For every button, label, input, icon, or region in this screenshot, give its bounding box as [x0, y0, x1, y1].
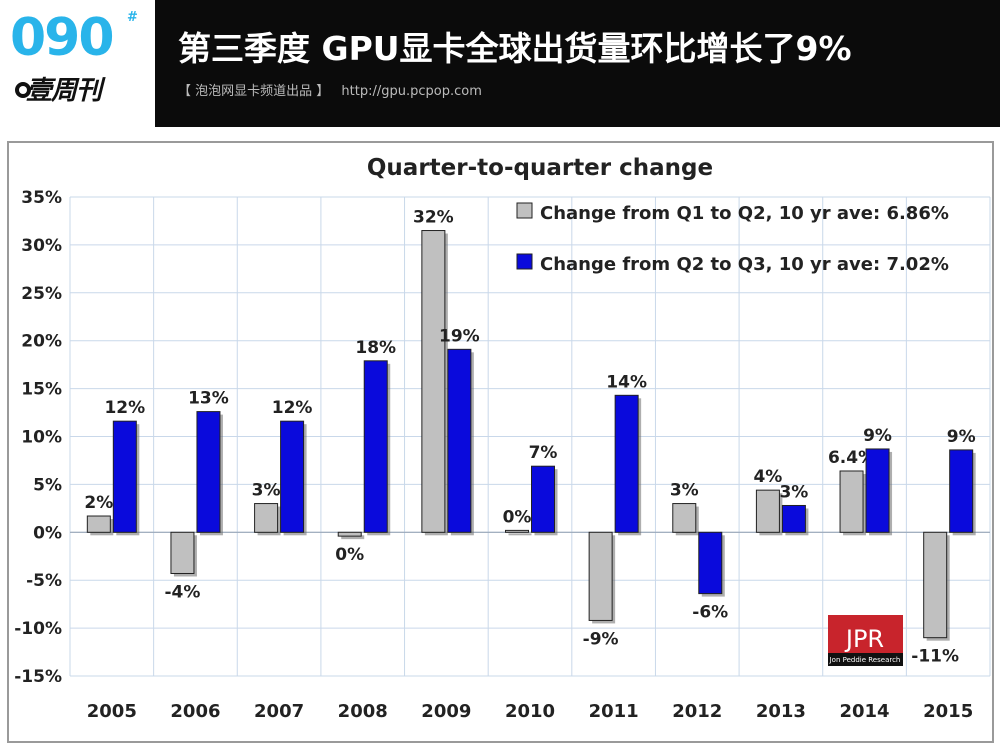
jpr-logo-band	[828, 653, 903, 666]
issue-mark: #	[127, 10, 138, 25]
y-tick-label: -15%	[14, 667, 62, 687]
bar-q1-q2	[337, 531, 362, 537]
bar-chart: Quarter-to-quarter change -15% -10% -5% 0% 5%…	[7, 141, 994, 743]
x-tick-label: 2015	[923, 701, 973, 722]
header-banner: 090 # 壹周刊 第三季度 GPU显卡全球出货量环比增长了9% 【 泡泡网显卡…	[0, 0, 1000, 127]
bar-q2-q3	[363, 360, 388, 533]
legend-swatch	[516, 202, 533, 219]
x-tick-label: 2014	[839, 701, 889, 722]
source-url-link[interactable]: http://gpu.pcpop.com	[341, 84, 482, 99]
data-label: 4%	[753, 467, 782, 487]
legend-entry: Change from Q2 to Q3, 10 yr ave: 7.02%	[540, 254, 949, 275]
bar-q2-q3	[698, 531, 723, 595]
page-title: 第三季度 GPU显卡全球出货量环比增长了9%	[178, 29, 852, 68]
y-tick-label: 25%	[21, 284, 62, 304]
bar-q2-q3	[865, 448, 890, 533]
data-label: 18%	[355, 338, 396, 358]
data-label: 0%	[503, 507, 532, 527]
bar-q1-q2	[254, 503, 279, 533]
bar-q1-q2	[421, 230, 446, 533]
data-label: 7%	[529, 443, 558, 463]
data-label: 2%	[84, 493, 113, 513]
y-tick-label: 5%	[33, 475, 62, 495]
data-label: 6.4%	[828, 448, 875, 468]
source-label: 【 泡泡网显卡频道出品 】	[178, 84, 330, 99]
data-label: 3%	[670, 481, 699, 501]
x-tick-label: 2011	[589, 701, 639, 722]
data-label: 14%	[606, 372, 647, 392]
data-label: -4%	[164, 582, 200, 602]
bar-q2-q3	[531, 465, 555, 533]
legend-swatch	[516, 253, 533, 270]
source-line: 【 泡泡网显卡频道出品 】 http://gpu.pcpop.com	[178, 80, 482, 99]
x-tick-label: 2012	[672, 701, 722, 722]
x-tick-label: 2013	[756, 701, 806, 722]
chart-title: Quarter-to-quarter change	[367, 155, 713, 181]
data-label: 32%	[413, 208, 454, 228]
data-label: 12%	[104, 398, 145, 418]
jpr-logo-text: JPR	[844, 625, 884, 653]
bar-q2-q3	[781, 504, 806, 533]
legend-entry: Change from Q1 to Q2, 10 yr ave: 6.86%	[540, 203, 949, 224]
bar-q1-q2	[170, 531, 195, 574]
data-label: 3%	[252, 481, 281, 501]
y-tick-label: 20%	[21, 332, 62, 352]
y-tick-label: 30%	[21, 236, 62, 256]
x-tick-label: 2010	[505, 701, 555, 722]
chart-area: Quarter-to-quarter change -15% -10% -5% 0% 5%…	[0, 127, 1000, 750]
data-label: 12%	[272, 398, 313, 418]
bar-shadow	[341, 535, 365, 540]
x-tick-label: 2007	[254, 701, 304, 722]
bar-q2-q3	[196, 411, 221, 533]
bar-shadow	[508, 533, 532, 536]
data-label: 9%	[863, 426, 892, 446]
x-tick-label: 2006	[170, 701, 220, 722]
bar-q2-q3	[949, 449, 974, 533]
bar-q2-q3	[614, 394, 639, 533]
data-label: -6%	[692, 603, 728, 623]
bar-q1-q2	[588, 531, 613, 621]
x-tick-label: 2009	[421, 701, 471, 722]
data-label: 19%	[439, 326, 480, 346]
x-tick-label: 2008	[338, 701, 388, 722]
data-label: 13%	[188, 389, 229, 409]
data-label: -11%	[911, 647, 959, 667]
y-tick-label: 0%	[33, 523, 62, 543]
data-label: 0%	[335, 545, 364, 565]
bar-q2-q3	[280, 420, 305, 533]
issue-number: 090	[10, 8, 115, 68]
y-tick-label: 15%	[21, 380, 62, 400]
y-tick-label: 35%	[21, 188, 62, 208]
data-label: 9%	[947, 427, 976, 447]
x-tick-label: 2005	[87, 701, 137, 722]
bar-q1-q2	[755, 489, 780, 533]
bar-q1-q2	[923, 531, 948, 639]
issue-logo-block: 090 # 壹周刊	[0, 0, 155, 127]
y-tick-label: -10%	[14, 619, 62, 639]
bar-q2-q3	[447, 348, 472, 533]
jpr-credit-text: Jon Peddie Research	[829, 656, 901, 664]
bar-q1-q2	[672, 503, 697, 533]
weekly-logo-icon	[15, 82, 31, 98]
magazine-name: 壹周刊	[26, 76, 102, 106]
bar-q1-q2	[86, 515, 111, 533]
bar-q1-q2	[505, 529, 529, 533]
data-label: -9%	[583, 629, 619, 649]
bar-q1-q2	[839, 470, 864, 533]
y-tick-label: -5%	[26, 571, 62, 591]
bar-q2-q3	[112, 420, 137, 533]
data-label: 3%	[779, 482, 808, 502]
y-tick-label: 10%	[21, 428, 62, 448]
